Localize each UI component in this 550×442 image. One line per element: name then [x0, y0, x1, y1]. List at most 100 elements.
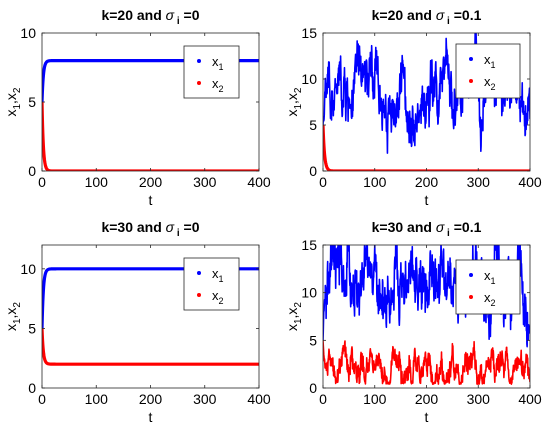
chart-title: k=30 and σ i =0.1	[372, 219, 482, 239]
legend-label: x1	[484, 268, 496, 286]
x-axis-label: t	[149, 409, 153, 425]
legend-label: x1	[212, 54, 224, 72]
y-label-sub: 1	[12, 104, 23, 110]
title-suffix: =0	[180, 7, 200, 23]
legend-marker	[469, 295, 473, 299]
y-tick-label: 0	[28, 380, 36, 396]
chart-title: k=30 and σ i =0	[101, 219, 199, 239]
y-label-part: x	[284, 110, 300, 117]
x-tick-label: 400	[518, 174, 542, 190]
y-tick-label: 5	[28, 94, 36, 110]
legend-box	[183, 257, 240, 311]
y-tick-label: 10	[301, 71, 317, 87]
y-label-part: ,x	[284, 308, 300, 319]
y-axis-label: x1,x2	[3, 87, 23, 116]
y-tick-label: 15	[301, 25, 317, 41]
legend-label-sub: 2	[219, 296, 224, 306]
y-label-part: ,x	[284, 93, 300, 104]
legend-label: x1	[212, 266, 224, 284]
y-label-part: x	[3, 110, 19, 117]
title-sigma: σ	[436, 7, 445, 23]
legend-label-sub: 2	[491, 298, 496, 308]
legend-box	[455, 43, 521, 99]
y-axis-label: x1,x2	[284, 302, 304, 331]
title-sigma: σ	[166, 7, 175, 23]
legend-marker	[469, 273, 473, 277]
legend-marker	[197, 81, 201, 85]
x-tick-label: 300	[467, 174, 491, 190]
legend-box	[455, 259, 521, 315]
x-tick-label: 100	[363, 174, 387, 190]
legend-label-name: x	[484, 74, 491, 89]
legend-label-sub: 2	[219, 84, 224, 94]
x-tick-label: 200	[415, 174, 439, 190]
legend-label-name: x	[484, 268, 491, 283]
x-tick-label: 300	[193, 391, 217, 407]
legend-label-sub: 2	[491, 82, 496, 92]
y-tick-label: 10	[20, 25, 36, 41]
legend-label-name: x	[212, 266, 219, 281]
x-tick-label: 0	[38, 174, 46, 190]
y-label-sub: 2	[293, 87, 304, 93]
title-main: k=30 and	[372, 219, 436, 235]
title-main: k=20 and	[101, 7, 165, 23]
legend-label-sub: 1	[219, 274, 224, 284]
title-sub: i	[174, 228, 180, 239]
legend-label-sub: 1	[491, 276, 496, 286]
x-axis-label: t	[425, 409, 429, 425]
x-tick-label: 0	[319, 391, 327, 407]
x-tick-label: 400	[247, 174, 271, 190]
x-tick-label: 300	[467, 391, 491, 407]
y-tick-label: 5	[309, 332, 317, 348]
title-main: k=30 and	[101, 219, 165, 235]
y-label-sub: 1	[293, 318, 304, 324]
legend-label: x2	[484, 74, 496, 92]
x-tick-label: 400	[518, 391, 542, 407]
y-axis-label: x1,x2	[284, 87, 304, 116]
x-axis-label: t	[425, 192, 429, 208]
x-tick-label: 400	[247, 391, 271, 407]
y-tick-label: 10	[20, 261, 36, 277]
y-label-part: ,x	[3, 308, 19, 319]
y-tick-label: 5	[309, 117, 317, 133]
title-sigma: σ	[436, 219, 445, 235]
x-axis-label: t	[149, 192, 153, 208]
legend-label: x2	[212, 76, 224, 94]
title-sub: i	[174, 16, 180, 27]
x-tick-label: 100	[85, 174, 109, 190]
x-tick-label: 300	[193, 174, 217, 190]
legend-label-name: x	[484, 52, 491, 67]
x-tick-label: 0	[319, 174, 327, 190]
title-sigma: σ	[166, 219, 175, 235]
title-suffix: =0.1	[450, 219, 482, 235]
legend-marker	[197, 59, 201, 63]
legend-label: x2	[484, 290, 496, 308]
y-label-part: x	[284, 324, 300, 331]
y-label-sub: 1	[293, 104, 304, 110]
y-label-part: ,x	[3, 93, 19, 104]
y-label-part: x	[3, 324, 19, 331]
title-sub: i	[444, 228, 450, 239]
y-axis-label: x1,x2	[3, 302, 23, 331]
x-tick-label: 100	[85, 391, 109, 407]
y-label-sub: 2	[293, 302, 304, 308]
y-label-sub: 2	[12, 87, 23, 93]
y-tick-label: 15	[301, 237, 317, 253]
title-suffix: =0.1	[450, 7, 482, 23]
y-tick-label: 10	[301, 285, 317, 301]
legend-label-sub: 1	[491, 60, 496, 70]
legend-marker	[197, 271, 201, 275]
y-label-sub: 2	[12, 302, 23, 308]
x-tick-label: 100	[363, 391, 387, 407]
x-tick-label: 200	[139, 174, 163, 190]
series-line-x1	[323, 245, 530, 348]
x-tick-label: 0	[38, 391, 46, 407]
legend-label: x1	[484, 52, 496, 70]
legend-marker	[469, 79, 473, 83]
legend: x1 x2	[183, 45, 240, 99]
legend-label: x2	[212, 288, 224, 306]
